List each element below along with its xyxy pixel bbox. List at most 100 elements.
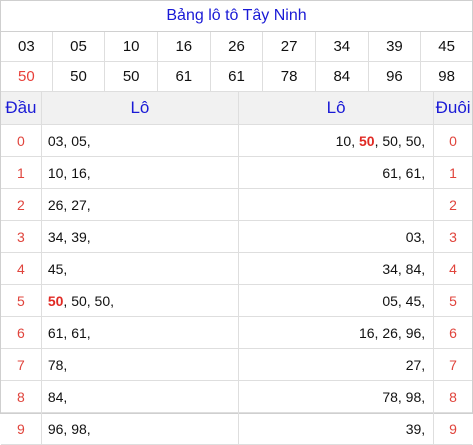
lo-numbers: 39, (71, 228, 91, 245)
result-number: 50 (1, 61, 53, 92)
lo-left-cell: 61, 61, (41, 316, 240, 349)
lo-numbers: 61, 61, (382, 164, 426, 181)
lo-numbers: 05, (71, 132, 91, 149)
lo-left-cell: 34, 39, (41, 220, 240, 253)
duoi-digit: 3 (433, 220, 472, 253)
header-lo-left: Lô (41, 92, 240, 125)
dau-digit: 5 (1, 284, 42, 317)
lo-numbers: 10, (47, 164, 72, 181)
lo-right-cell: 03, (238, 220, 435, 253)
lo-right-cell: 78, 98, (238, 380, 435, 413)
lo-left-cell: 84, (41, 380, 240, 413)
dau-digit: 1 (1, 156, 42, 189)
lo-left-cell: 26, 27, (41, 188, 240, 221)
lo-right-cell: 39, (238, 412, 435, 445)
lo-numbers: , 50, 50, (374, 132, 426, 149)
lo-numbers: 45, (47, 260, 68, 277)
loto-row: 9 96, 98, 39, 9 (1, 412, 472, 445)
lo-left-cell: 03, 05, (41, 124, 240, 157)
dau-digit: 2 (1, 188, 42, 221)
highlighted-number: 50 (47, 292, 64, 309)
lo-numbers: 39, (405, 420, 426, 437)
loto-row: 6 61, 61, 16, 26, 96, 6 (1, 316, 472, 349)
lo-numbers: 61, 61, (47, 324, 91, 341)
lo-left-cell: 96, 98, (41, 412, 240, 445)
lo-numbers: 34, 84, (382, 260, 426, 277)
result-number: 26 (210, 32, 264, 62)
duoi-digit: 4 (433, 252, 472, 285)
header-dau: Đầu (1, 92, 42, 125)
lo-right-cell: 27, (238, 348, 435, 381)
result-number: 98 (420, 61, 472, 92)
result-number: 61 (157, 61, 211, 92)
lo-numbers: 10, (335, 132, 359, 149)
lo-numbers: 16, (71, 164, 91, 181)
lo-right-cell: 05, 45, (238, 284, 435, 317)
dau-digit: 3 (1, 220, 42, 253)
lo-numbers: 27, (405, 356, 426, 373)
highlighted-number: 50 (358, 132, 375, 149)
result-number: 10 (104, 32, 158, 62)
lo-numbers: , 50, 50, (63, 292, 115, 309)
loto-row: 5 50, 50, 50, 05, 45, 5 (1, 284, 472, 317)
lo-numbers: 03, (405, 228, 426, 245)
duoi-digit: 1 (433, 156, 472, 189)
loto-row: 7 78, 27, 7 (1, 348, 472, 381)
result-number: 50 (52, 61, 106, 92)
dau-digit: 4 (1, 252, 42, 285)
result-numbers-table: 03 05 10 16 26 27 34 39 45 50 50 50 61 61 78 84 96 98 (1, 32, 472, 92)
result-row-1: 03 05 10 16 26 27 34 39 45 (1, 32, 472, 62)
loto-table: Đầu Lô Lô Đuôi 0 03, 05, 10, 50, 50, 50, 0 1… (1, 92, 472, 445)
result-number: 27 (262, 32, 316, 62)
result-number: 96 (368, 61, 422, 92)
lo-right-cell: 10, 50, 50, 50, (238, 124, 435, 157)
header-lo-right: Lô (238, 92, 435, 125)
result-number: 50 (104, 61, 158, 92)
result-number: 45 (420, 32, 472, 62)
result-number: 05 (52, 32, 106, 62)
lo-numbers: 78, (47, 356, 68, 373)
lo-numbers: 16, 26, 96, (358, 324, 426, 341)
result-number: 61 (210, 61, 264, 92)
result-number: 84 (315, 61, 369, 92)
duoi-digit: 8 (433, 380, 472, 413)
lo-numbers: 96, 98, (47, 420, 91, 437)
lo-right-cell: 34, 84, (238, 252, 435, 285)
duoi-digit: 0 (433, 124, 472, 157)
dau-digit: 0 (1, 124, 42, 157)
duoi-digit: 5 (433, 284, 472, 317)
duoi-digit: 9 (433, 412, 472, 445)
lo-numbers: 84, (47, 388, 68, 405)
result-number: 03 (1, 32, 53, 62)
lo-left-cell: 78, (41, 348, 240, 381)
lo-numbers: 05, 45, (382, 292, 426, 309)
loto-row: 8 84, 78, 98, 8 (1, 380, 472, 413)
dau-digit: 9 (1, 412, 42, 445)
loto-row: 2 26, 27, 2 (1, 188, 472, 221)
header-duoi: Đuôi (433, 92, 472, 125)
dau-digit: 7 (1, 348, 42, 381)
result-number: 16 (157, 32, 211, 62)
loto-row: 3 34, 39, 03, 3 (1, 220, 472, 253)
lo-numbers: 27, (71, 196, 91, 213)
dau-digit: 6 (1, 316, 42, 349)
result-number: 34 (315, 32, 369, 62)
result-number: 39 (368, 32, 422, 62)
loto-header-row: Đầu Lô Lô Đuôi (1, 92, 472, 125)
lo-numbers: 26, (47, 196, 72, 213)
lo-numbers: 03, (47, 132, 72, 149)
lo-right-cell: 61, 61, (238, 156, 435, 189)
lo-numbers: 34, (47, 228, 72, 245)
duoi-digit: 6 (433, 316, 472, 349)
page-title: Bảng lô tô Tây Ninh (1, 1, 472, 32)
loto-row: 4 45, 34, 84, 4 (1, 252, 472, 285)
duoi-digit: 2 (433, 188, 472, 221)
lo-left-cell: 10, 16, (41, 156, 240, 189)
loto-row: 1 10, 16, 61, 61, 1 (1, 156, 472, 189)
result-number: 78 (262, 61, 316, 92)
lo-left-cell: 45, (41, 252, 240, 285)
lo-numbers: 78, 98, (382, 388, 426, 405)
loto-row: 0 03, 05, 10, 50, 50, 50, 0 (1, 124, 472, 157)
result-row-2: 50 50 50 61 61 78 84 96 98 (1, 61, 472, 92)
